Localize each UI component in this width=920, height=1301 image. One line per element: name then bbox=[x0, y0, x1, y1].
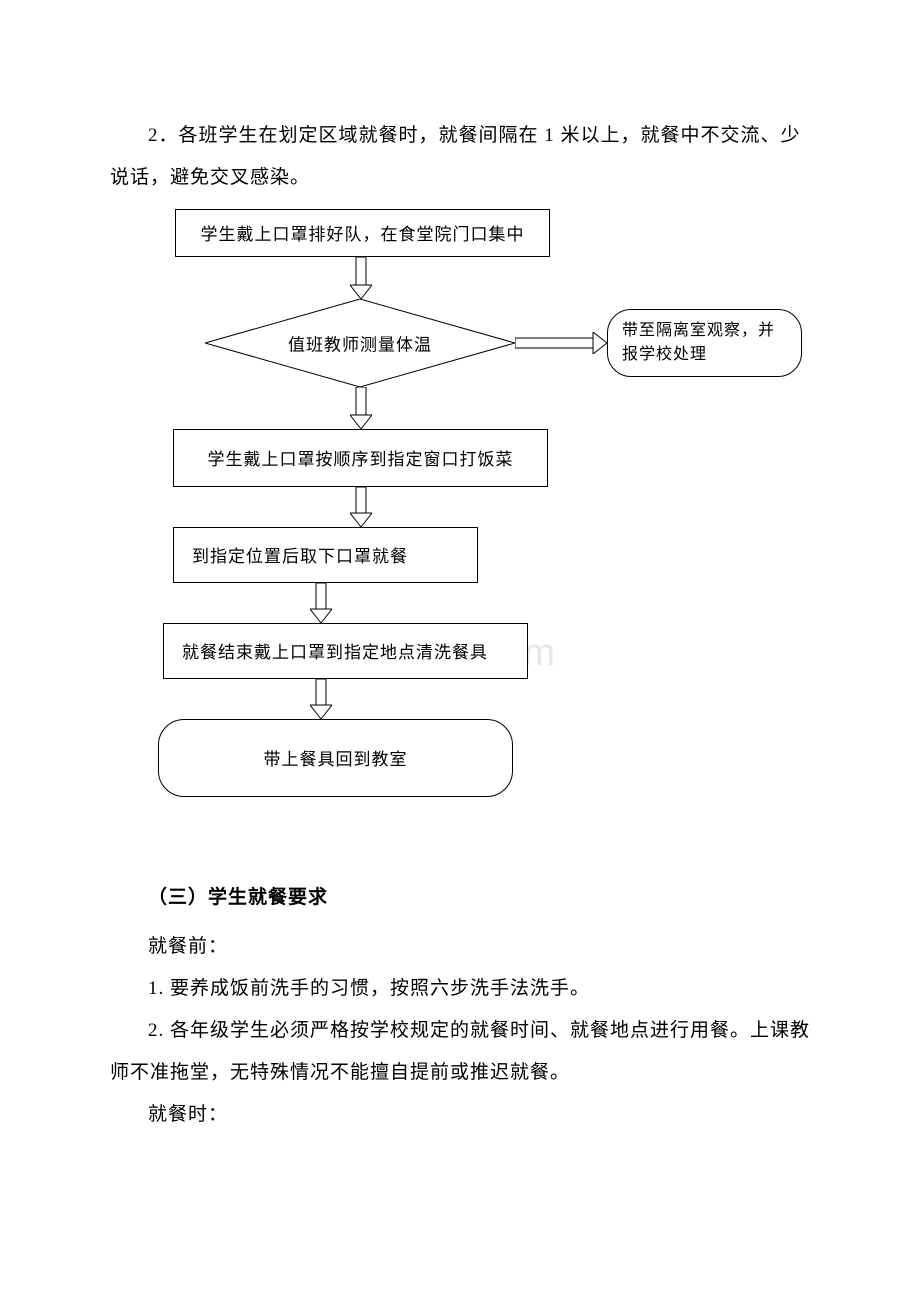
arrow-n1-n2 bbox=[350, 257, 372, 299]
flow-node-wash: 就餐结束戴上口罩到指定地点清洗餐具 bbox=[163, 623, 528, 679]
label-before-meal: 就餐前： bbox=[110, 926, 810, 968]
decision-label: 值班教师测量体温 bbox=[205, 330, 515, 355]
arrow-n4-n5 bbox=[310, 583, 332, 623]
arrow-n3-n4 bbox=[350, 487, 372, 527]
before-meal-item-1: 1. 要养成饭前洗手的习惯，按照六步洗手法洗手。 bbox=[110, 968, 810, 1010]
flow-node-isolation: 带至隔离室观察，并报学校处理 bbox=[607, 309, 802, 377]
before-meal-item-2: 2. 各年级学生必须严格按学校规定的就餐时间、就餐地点进行用餐。上课教师不准拖堂… bbox=[110, 1010, 810, 1094]
flow-node-getfood: 学生戴上口罩按顺序到指定窗口打饭菜 bbox=[173, 429, 548, 487]
flow-node-queue: 学生戴上口罩排好队，在食堂院门口集中 bbox=[175, 209, 550, 257]
flowchart-container: www.wodocx.com 学生戴上口罩排好队，在食堂院门口集中 值班教师测量… bbox=[110, 209, 810, 849]
flow-node-temperature: 值班教师测量体温 bbox=[205, 299, 515, 387]
label-during-meal: 就餐时： bbox=[110, 1094, 810, 1136]
paragraph-intro: 2．各班学生在划定区域就餐时，就餐间隔在 1 米以上，就餐中不交流、少说话，避免… bbox=[110, 115, 810, 199]
section-3-title: （三）学生就餐要求 bbox=[110, 877, 810, 919]
flow-node-return: 带上餐具回到教室 bbox=[158, 719, 513, 797]
arrow-n2-n3 bbox=[350, 387, 372, 429]
flow-node-eat: 到指定位置后取下口罩就餐 bbox=[173, 527, 478, 583]
arrow-decision-side bbox=[515, 332, 607, 354]
isolation-text: 带至隔离室观察，并报学校处理 bbox=[622, 319, 787, 367]
arrow-n5-n6 bbox=[310, 679, 332, 719]
